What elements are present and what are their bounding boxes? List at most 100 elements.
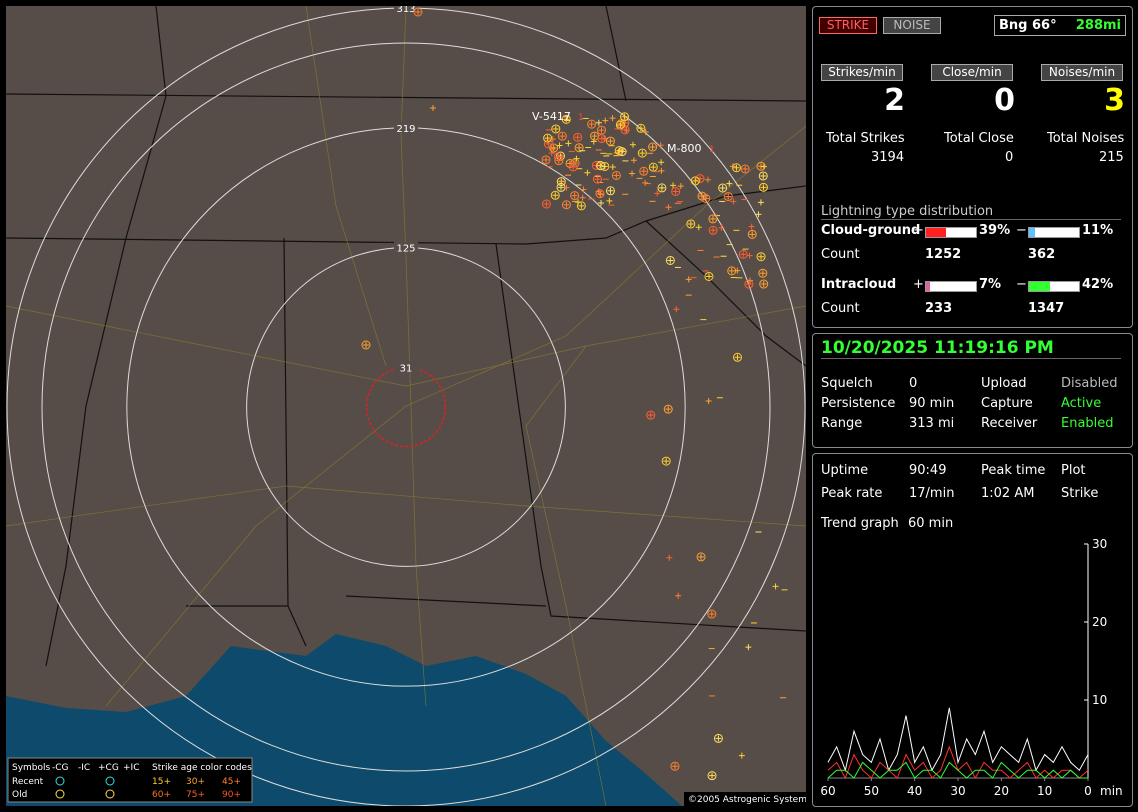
strike-symbol xyxy=(713,733,723,743)
strike-symbol xyxy=(590,138,597,145)
x-tick-label: 20 xyxy=(994,784,1009,798)
count-label: Count xyxy=(821,301,860,316)
strike-symbol xyxy=(719,184,726,191)
count-label: Count xyxy=(821,247,860,262)
strike-symbol xyxy=(361,340,371,350)
ring-label: 313 xyxy=(396,6,415,15)
strike-symbol xyxy=(695,224,702,231)
strike-symbol xyxy=(630,157,637,164)
strike-symbol xyxy=(730,198,737,205)
strike-symbol xyxy=(544,135,551,142)
strike-button[interactable]: STRIKE xyxy=(819,17,877,34)
total-value: 215 xyxy=(1099,150,1124,165)
strike-symbol xyxy=(549,136,556,143)
strike-symbol xyxy=(704,176,711,183)
age-code: 45+ xyxy=(222,777,241,787)
strike-symbol xyxy=(559,133,566,140)
total-value: 0 xyxy=(1005,150,1014,165)
rate-label: Strikes/min xyxy=(821,64,903,81)
station-name: M-800 xyxy=(667,142,701,155)
strike-symbol xyxy=(718,224,725,231)
strike-symbol xyxy=(591,133,598,140)
station-name: V-5417 xyxy=(532,110,571,123)
strike-symbol xyxy=(772,583,779,590)
strike-symbol xyxy=(543,201,550,208)
strike-symbol xyxy=(552,125,559,132)
type-name: Intracloud xyxy=(821,277,897,292)
strike-symbol xyxy=(594,176,601,183)
strike-symbol xyxy=(745,281,752,288)
strike-symbol xyxy=(758,171,768,181)
strike-symbol xyxy=(672,188,679,195)
strike-symbol xyxy=(729,163,736,170)
percent-label: 7% xyxy=(979,277,1002,292)
strike-symbol xyxy=(607,138,614,145)
ring-label-bg xyxy=(394,121,418,133)
strike-symbol xyxy=(415,9,421,15)
strike-symbol xyxy=(587,119,597,129)
strike-symbol xyxy=(602,117,609,124)
strike-symbol xyxy=(675,592,682,599)
percent-fill xyxy=(1029,282,1050,291)
strike-symbol xyxy=(725,193,732,200)
strike-symbol xyxy=(636,123,646,133)
cell: Persistence xyxy=(821,396,896,411)
strike-symbol xyxy=(704,271,714,281)
strike-symbol xyxy=(576,144,583,151)
strike-symbol xyxy=(637,148,647,158)
rate-value: 2 xyxy=(884,83,905,118)
sign: − xyxy=(1016,223,1027,238)
noise-button[interactable]: NOISE xyxy=(883,17,941,34)
strike-symbol xyxy=(687,220,694,227)
strike-symbol xyxy=(747,229,757,239)
total-label: Total Noises xyxy=(1047,131,1125,146)
strike-symbol xyxy=(738,249,748,259)
strike-symbol xyxy=(541,155,551,165)
strike-symbol xyxy=(553,152,563,162)
strike-symbol xyxy=(677,183,684,190)
strike-symbol xyxy=(563,116,570,123)
strike-symbol xyxy=(759,279,769,289)
strike-symbol xyxy=(598,127,605,134)
strike-symbol xyxy=(640,168,647,175)
strike-symbol xyxy=(686,219,696,229)
percent-label: 42% xyxy=(1082,277,1114,292)
map: 313 219 125 31 V-5417 1 M-800 1 Symbols -CG… xyxy=(6,6,806,806)
cell: 17/min xyxy=(909,486,955,501)
station-count: 1 xyxy=(578,113,584,123)
strike-symbol xyxy=(760,172,767,179)
strike-symbol xyxy=(758,182,768,192)
cell: Plot xyxy=(1061,463,1086,478)
stats-panel: Uptime 90:49 Peak time Plot Peak rate 17/min 1… xyxy=(812,453,1133,807)
strike-symbol xyxy=(670,761,680,771)
cell: Range xyxy=(821,416,863,431)
strike-symbol xyxy=(598,200,605,207)
percent-fill xyxy=(926,228,946,237)
strike-symbol xyxy=(657,142,664,149)
distribution-title: Lightning type distribution xyxy=(821,204,1121,220)
clock: 10/20/2025 11:19:16 PM xyxy=(821,338,1121,359)
strike-symbol xyxy=(543,156,550,163)
strike-symbol xyxy=(709,772,716,779)
strike-symbol xyxy=(747,277,754,284)
strike-symbol xyxy=(622,126,629,133)
strike-symbol xyxy=(573,155,580,162)
strike-symbol xyxy=(738,752,745,759)
roads xyxy=(6,6,806,806)
strike-symbol xyxy=(705,273,712,280)
strike-symbol xyxy=(642,129,649,136)
strike-symbol xyxy=(733,352,743,362)
strike-symbol xyxy=(709,215,716,222)
y-tick-label: 30 xyxy=(1092,537,1107,551)
x-tick-label: 10 xyxy=(1037,784,1052,798)
cell: 90:49 xyxy=(909,463,947,478)
strike-symbol xyxy=(718,183,728,193)
strike-symbol xyxy=(573,132,583,142)
strike-symbol xyxy=(715,735,722,742)
strike-symbol xyxy=(606,197,613,204)
legend-age-title: Strike age color codes xyxy=(152,763,252,773)
strike-symbol xyxy=(690,176,700,186)
strike-symbol xyxy=(701,194,711,204)
trend-line xyxy=(827,761,1088,779)
